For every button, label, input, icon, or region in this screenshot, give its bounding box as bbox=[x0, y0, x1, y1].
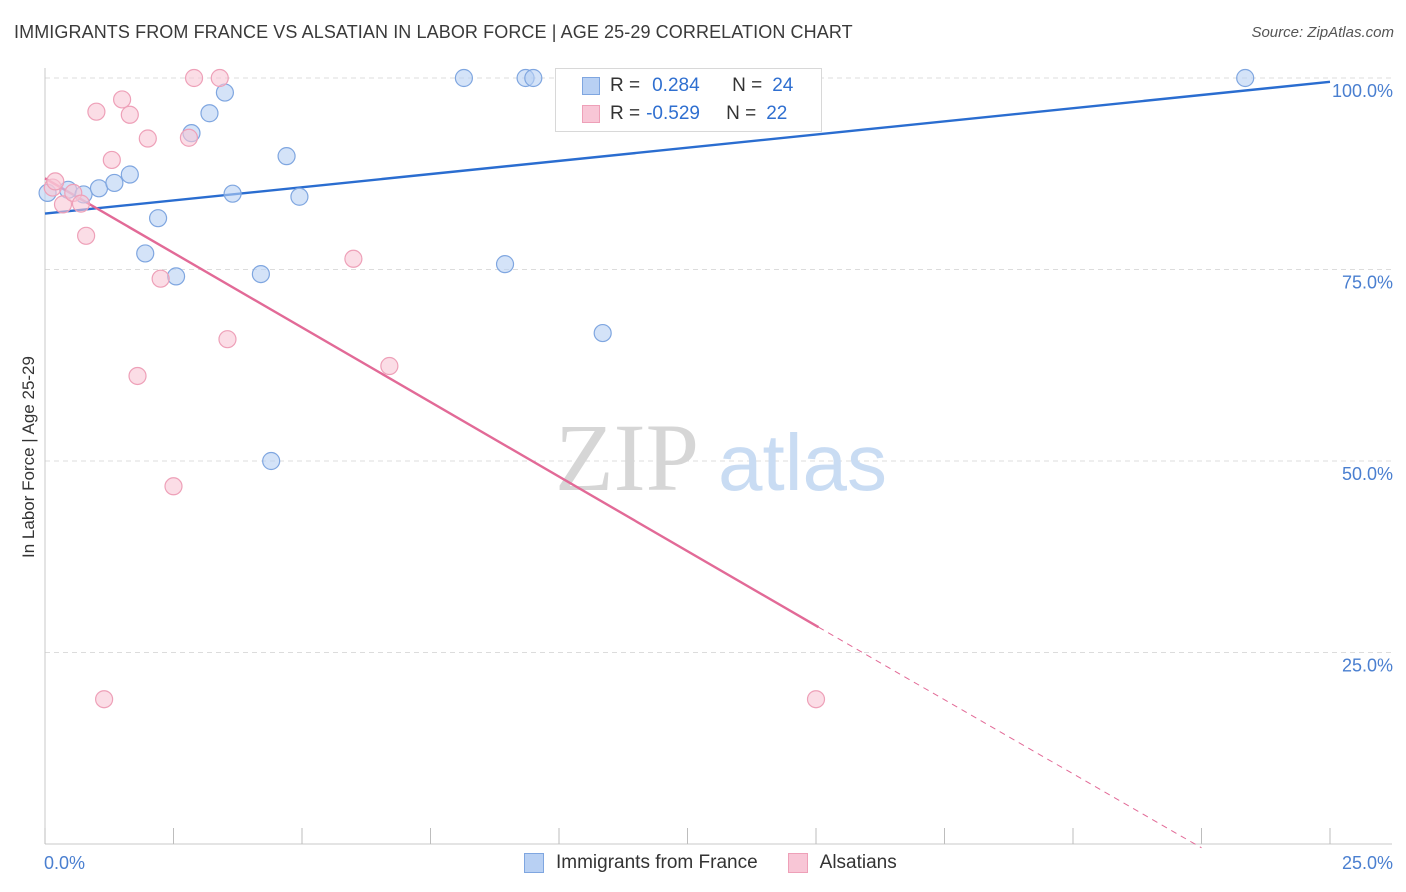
point-france bbox=[120, 165, 139, 184]
point-france bbox=[524, 68, 543, 88]
point-alsatians bbox=[53, 195, 73, 214]
legend-r-value: 0.284 bbox=[652, 75, 700, 96]
point-france bbox=[200, 104, 219, 123]
tick-labels: 25.0% 50.0% 75.0% 100.0% 0.0% 25.0% bbox=[44, 81, 1393, 873]
source-label: Source: ZipAtlas.com bbox=[1251, 24, 1394, 41]
point-france bbox=[454, 68, 474, 88]
point-france bbox=[277, 147, 296, 166]
point-alsatians bbox=[102, 150, 121, 170]
legend-item-france: Immigrants from France bbox=[524, 852, 758, 874]
x-tick-label: 0.0% bbox=[44, 853, 85, 873]
point-alsatians bbox=[210, 68, 229, 88]
trend-lines bbox=[44, 80, 1331, 849]
legend-r-value: -0.529 bbox=[646, 103, 700, 124]
legend-swatch-france bbox=[524, 853, 544, 873]
scatter-points bbox=[38, 68, 1255, 709]
point-france bbox=[593, 323, 612, 343]
legend-label-france: Immigrants from France bbox=[556, 852, 758, 873]
legend-n-value: 22 bbox=[766, 103, 788, 124]
point-france bbox=[166, 267, 186, 286]
y-tick-label: 25.0% bbox=[1342, 656, 1393, 676]
y-tick-label: 100.0% bbox=[1332, 81, 1393, 101]
point-alsatians bbox=[46, 172, 65, 191]
legend-item-alsatians: Alsatians bbox=[787, 852, 897, 874]
legend-swatch-alsatians bbox=[582, 105, 600, 123]
legend-r-label: R = bbox=[610, 103, 641, 124]
x-tick-label: 25.0% bbox=[1342, 853, 1393, 873]
legend-swatch-france bbox=[582, 77, 600, 95]
legend-row-france: R = 0.284 N = 24 bbox=[582, 73, 793, 99]
trend-line-france bbox=[44, 80, 1331, 215]
point-france bbox=[495, 255, 515, 274]
point-alsatians bbox=[344, 249, 363, 268]
legend-n-label: N = bbox=[726, 103, 757, 124]
point-alsatians bbox=[77, 226, 96, 245]
point-france bbox=[136, 244, 155, 263]
chart-title: IMMIGRANTS FROM FRANCE VS ALSATIAN IN LA… bbox=[14, 22, 853, 42]
point-france bbox=[262, 451, 281, 471]
point-alsatians bbox=[380, 356, 399, 376]
point-france bbox=[148, 209, 168, 228]
point-alsatians bbox=[151, 269, 170, 288]
point-alsatians bbox=[806, 690, 826, 709]
point-alsatians bbox=[120, 105, 139, 124]
y-tick-label: 50.0% bbox=[1342, 464, 1393, 484]
y-axis-title: In Labor Force | Age 25-29 bbox=[19, 356, 38, 558]
legend-n-value: 24 bbox=[772, 75, 794, 96]
stats-legend: R = 0.284 N = 24 R = -0.529 N = 22 bbox=[555, 68, 822, 132]
legend-label-alsatians: Alsatians bbox=[819, 852, 897, 873]
point-alsatians bbox=[164, 477, 183, 496]
legend-row-alsatians: R = -0.529 N = 22 bbox=[582, 101, 787, 127]
watermark: ZIP atlas bbox=[555, 404, 887, 511]
point-alsatians bbox=[138, 129, 157, 148]
point-alsatians bbox=[71, 194, 91, 213]
point-france bbox=[223, 184, 242, 203]
point-alsatians bbox=[218, 330, 237, 349]
point-alsatians bbox=[179, 128, 199, 147]
point-alsatians bbox=[184, 68, 204, 88]
watermark-zip: ZIP bbox=[555, 404, 699, 511]
point-france bbox=[290, 187, 309, 206]
y-tick-label: 75.0% bbox=[1342, 273, 1393, 293]
point-france bbox=[105, 173, 124, 193]
point-alsatians bbox=[128, 366, 147, 386]
trend-line-alsatians-extrapolated bbox=[818, 626, 1202, 849]
legend-r-label: R = bbox=[610, 75, 641, 96]
legend-n-label: N = bbox=[732, 75, 763, 96]
point-alsatians bbox=[112, 90, 132, 109]
point-alsatians bbox=[95, 690, 114, 709]
point-france bbox=[89, 179, 109, 198]
trend-line-alsatians bbox=[44, 177, 820, 629]
legend-swatch-alsatians bbox=[787, 853, 808, 873]
gridlines bbox=[45, 77, 1392, 653]
point-alsatians bbox=[87, 102, 106, 121]
watermark-atlas: atlas bbox=[718, 418, 887, 507]
point-france bbox=[1236, 68, 1255, 88]
point-france bbox=[251, 264, 270, 284]
series-legend: Immigrants from France Alsatians bbox=[524, 852, 927, 874]
